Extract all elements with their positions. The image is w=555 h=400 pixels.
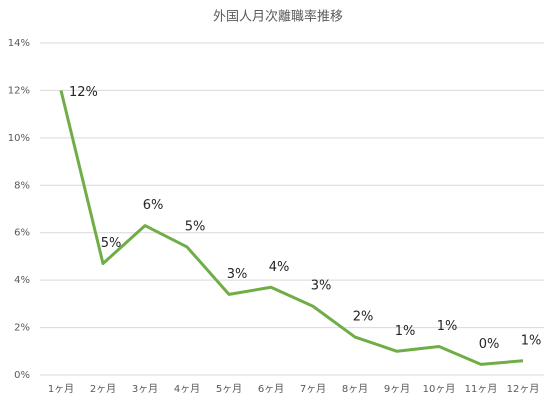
line-series [59,90,524,366]
data-label: 2% [353,310,374,325]
x-tick-label: 3ヶ月 [132,383,158,395]
chart-title: 外国人月次離職率推移 [213,9,343,25]
x-tick-label: 4ヶ月 [174,383,200,395]
data-label: 5% [185,219,206,234]
data-label: 5% [101,236,122,251]
x-tick-label: 8ヶ月 [342,383,368,395]
data-label: 4% [269,260,290,275]
y-tick-label: 12% [8,85,30,96]
x-tick-label: 9ヶ月 [384,383,410,395]
data-label: 0% [479,337,500,352]
data-label: 3% [227,267,248,282]
data-label: 3% [311,279,332,294]
data-label: 6% [143,198,164,213]
x-tick-label: 1ヶ月 [48,383,74,395]
x-tick-label: 6ヶ月 [258,383,284,395]
y-tick-label: 6% [14,228,30,239]
y-tick-label: 10% [8,133,30,144]
y-tick-label: 0% [14,370,30,381]
data-label: 1% [437,319,458,334]
data-label: 1% [395,324,416,339]
y-tick-label: 2% [14,323,30,334]
x-tick-label: 11ヶ月 [465,383,498,395]
data-label: 12% [69,85,98,100]
x-tick-label: 2ヶ月 [90,383,116,395]
x-tick-label: 5ヶ月 [216,383,242,395]
x-tick-label: 10ヶ月 [423,383,456,395]
y-tick-label: 4% [14,275,30,286]
x-tick-label: 12ヶ月 [507,383,540,395]
data-label: 1% [521,333,542,348]
y-tick-label: 8% [14,180,30,191]
x-tick-label: 7ヶ月 [300,383,326,395]
y-tick-label: 14% [8,38,30,49]
